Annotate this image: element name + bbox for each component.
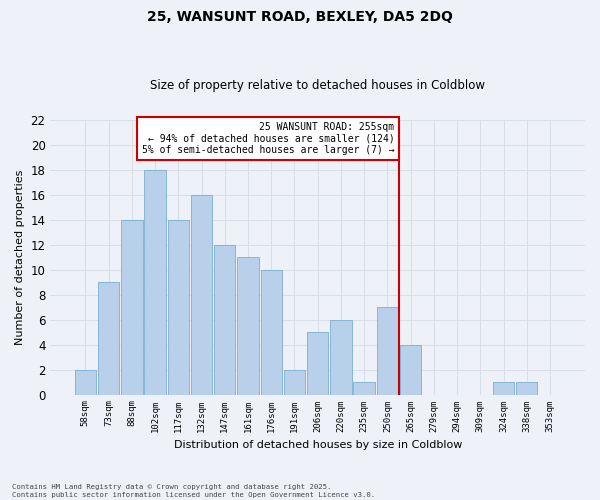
Bar	[284, 370, 305, 394]
Bar	[516, 382, 538, 394]
Bar	[377, 307, 398, 394]
Bar	[330, 320, 352, 394]
Bar	[214, 244, 235, 394]
Bar	[98, 282, 119, 395]
Bar	[400, 344, 421, 395]
Bar	[353, 382, 375, 394]
Bar	[238, 257, 259, 394]
Bar	[145, 170, 166, 394]
Bar	[307, 332, 328, 394]
Bar	[167, 220, 189, 394]
Title: Size of property relative to detached houses in Coldblow: Size of property relative to detached ho…	[150, 79, 485, 92]
Y-axis label: Number of detached properties: Number of detached properties	[15, 170, 25, 344]
Bar	[191, 194, 212, 394]
Bar	[493, 382, 514, 394]
Bar	[260, 270, 282, 394]
Bar	[75, 370, 96, 394]
X-axis label: Distribution of detached houses by size in Coldblow: Distribution of detached houses by size …	[173, 440, 462, 450]
Text: 25 WANSUNT ROAD: 255sqm
← 94% of detached houses are smaller (124)
5% of semi-de: 25 WANSUNT ROAD: 255sqm ← 94% of detache…	[142, 122, 394, 156]
Text: 25, WANSUNT ROAD, BEXLEY, DA5 2DQ: 25, WANSUNT ROAD, BEXLEY, DA5 2DQ	[147, 10, 453, 24]
Text: Contains HM Land Registry data © Crown copyright and database right 2025.
Contai: Contains HM Land Registry data © Crown c…	[12, 484, 375, 498]
Bar	[121, 220, 143, 394]
